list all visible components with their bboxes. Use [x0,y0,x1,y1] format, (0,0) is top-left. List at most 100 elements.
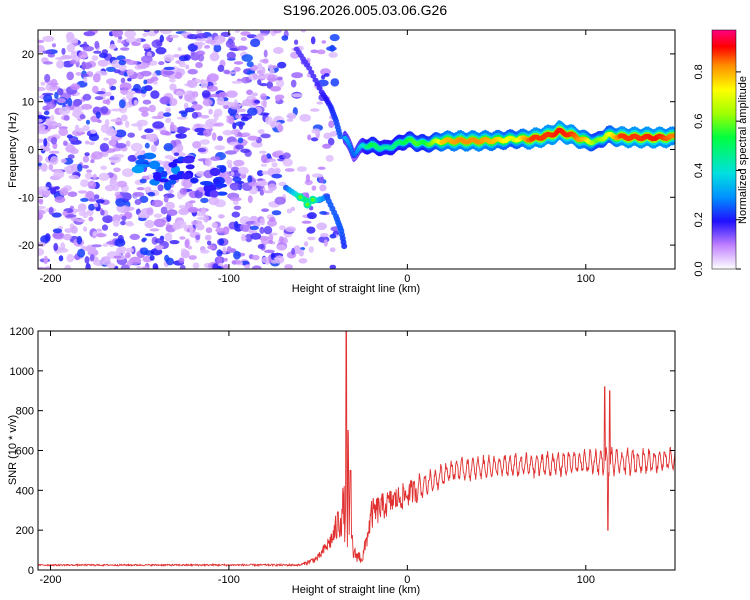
spectrogram-noise-cell [162,160,170,170]
spectrogram-noise-cell [321,74,326,80]
spectrogram-noise-cell [273,167,281,175]
spectrogram-noise-cell [80,179,89,188]
spectrogram-noise-cell [261,208,269,212]
spectrogram-noise-cell [67,191,78,197]
x-tick-label: -100 [218,574,240,586]
spectrogram-noise-cell [251,92,258,97]
y-tick-label: -10 [18,192,34,204]
spectrogram-noise-cell [195,234,201,241]
spectrogram-noise-cell [262,58,269,64]
spectrogram-noise-cell [241,132,251,137]
spectrogram-noise-cell [85,119,91,125]
y-tick-label: 600 [16,446,34,458]
spectrogram-noise-cell [169,98,178,106]
spectrogram-noise-cell [209,52,220,62]
spectrogram-noise-cell [163,195,169,203]
spectrogram-noise-cell [207,245,216,250]
spectrogram-noise-cell [63,140,68,146]
y-tick-label: 0 [28,565,34,577]
spectrogram-noise-cell [84,256,90,264]
spectrogram-noise-cell [268,239,273,244]
spectrogram-noise-cell [163,112,172,117]
spectrogram-noise-cell [222,129,233,136]
spectrogram-noise-cell [236,45,248,51]
spectrogram-noise-cell [201,90,211,98]
spectrogram-noise-cell [134,199,142,205]
spectrogram-noise-cell [151,115,164,120]
spectrogram-noise-cell [173,54,181,58]
spectrogram-noise-cell [121,168,134,178]
spectrogram-noise-cell [109,43,117,50]
spectrogram-ridge-cell [669,133,675,139]
spectrogram-noise-cell [92,73,101,83]
spectrogram-noise-cell [233,66,241,72]
spectrogram-marks [38,30,675,269]
spectrogram-noise-cell [269,217,276,222]
spectrogram-noise-cell [199,139,210,145]
spectrogram-noise-cell [112,219,120,227]
spectrogram-noise-cell [217,64,225,72]
spectrogram-noise-cell [300,30,307,33]
spectrogram-ridge-cell [348,145,353,150]
spectrogram-noise-cell [212,263,219,269]
spectrogram-ridge-cell [349,148,354,152]
spectrogram-noise-cell [110,108,122,112]
spectrogram-noise-cell [310,108,320,112]
spectrogram-noise-cell [88,203,96,211]
spectrogram-arc-cell [312,77,319,83]
spectrogram-noise-cell [231,259,242,265]
spectrogram-noise-cell [218,238,225,246]
spectrogram-noise-cell [240,37,247,41]
spectrogram-noise-cell [51,212,62,218]
spectrogram-noise-cell [153,30,160,34]
spectrogram-noise-cell [90,129,97,134]
spectrogram-noise-cell [267,74,276,83]
spectrogram-noise-cell [216,96,225,104]
spectrogram-arc-cell [310,73,317,79]
spectrogram-noise-cell [182,179,193,189]
spectrogram-noise-cell [265,116,273,125]
spectrogram-noise-cell [200,207,207,215]
spectrogram-noise-cell [299,114,312,122]
spectrogram-noise-cell [208,196,220,206]
spectrogram-noise-cell [69,59,77,65]
spectrogram-noise-cell [279,236,284,243]
spectrogram-noise-cell [247,135,259,141]
spectrogram-cluster-cell [142,152,157,160]
spectrogram-noise-cell [200,197,209,204]
spectrogram-noise-cell [224,150,237,155]
spectrogram-noise-cell [42,61,54,65]
spectrogram-noise-cell [306,226,316,234]
spectrogram-noise-cell [256,180,268,187]
spectrogram-noise-cell [38,154,43,163]
spectrogram-noise-cell [75,72,82,76]
spectrogram-noise-cell [38,199,44,205]
spectrogram-noise-cell [226,159,233,166]
spectrogram-noise-cell [141,55,153,63]
spectrogram-noise-cell [50,187,57,195]
spectrogram-noise-cell [100,106,109,115]
spectrogram-noise-cell [90,159,95,164]
spectrogram-noise-cell [147,191,156,197]
spectrogram-noise-cell [146,207,154,216]
spectrogram-noise-cell [259,217,265,226]
spectrogram-noise-cell [248,230,258,234]
spectrogram-noise-cell [52,231,64,239]
spectrogram-noise-cell [235,144,244,150]
spectrogram-noise-cell [224,176,233,184]
x-tick-label: 0 [404,273,410,285]
spectrogram-noise-cell [58,127,69,137]
spectrogram-noise-cell [250,38,261,48]
spectrogram-noise-cell [200,249,210,254]
spectrogram-noise-cell [191,111,199,119]
spectrogram-noise-cell [241,54,253,62]
spectrogram-noise-cell [184,93,193,101]
spectrogram-noise-cell [211,222,218,229]
snr-xlabel: Height of straight line (km) [292,584,420,596]
spectrogram-noise-cell [63,233,72,241]
spectrogram-noise-cell [263,190,274,194]
spectrogram-noise-cell [266,153,272,159]
snr-background [38,331,675,570]
spectrogram-noise-cell [163,54,175,62]
spectrogram-noise-cell [234,221,239,229]
